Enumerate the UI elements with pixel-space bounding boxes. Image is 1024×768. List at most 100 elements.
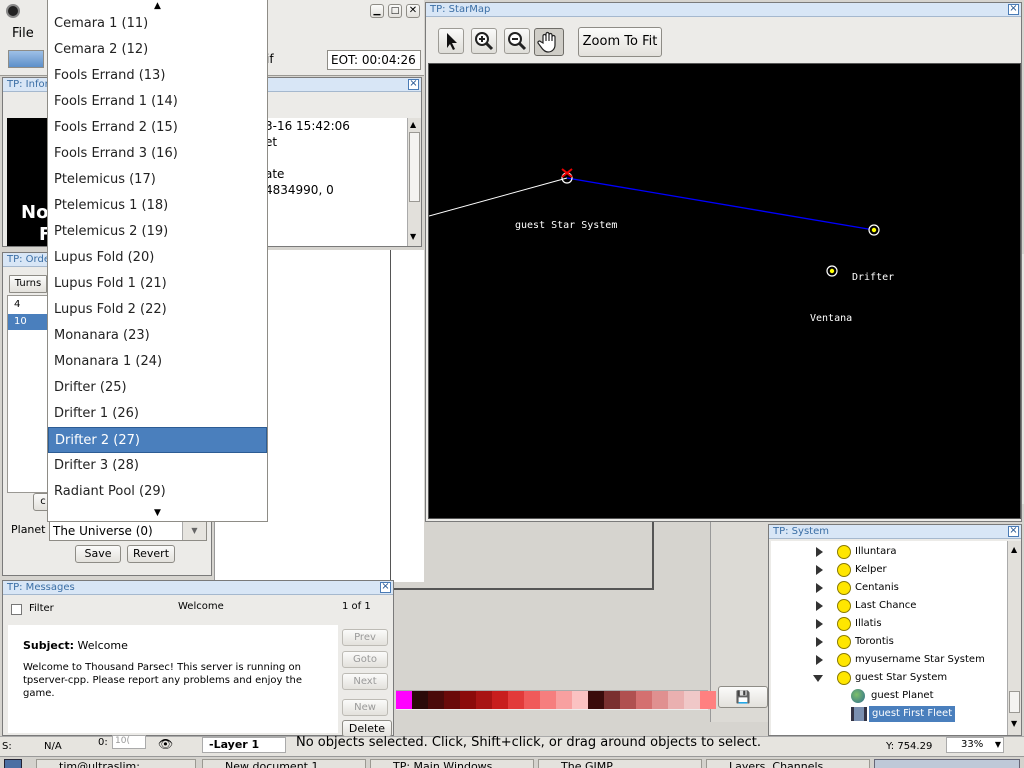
color-swatch[interactable]: [652, 691, 668, 709]
expander-closed-icon[interactable]: [816, 637, 823, 647]
color-swatch[interactable]: [476, 691, 492, 709]
file-menu[interactable]: File: [12, 26, 34, 41]
color-swatch[interactable]: [588, 691, 604, 709]
starmap-canvas[interactable]: guest Star System Drifter Ventana: [428, 63, 1021, 519]
dropdown-item[interactable]: Fools Errand 3 (16): [54, 146, 178, 161]
zoom-combo[interactable]: 33% ▼: [946, 737, 1004, 753]
close-icon[interactable]: ×: [380, 581, 391, 593]
color-palette[interactable]: [396, 690, 716, 710]
dropdown-item[interactable]: Ptelemicus 2 (19): [54, 224, 169, 239]
pointer-tool[interactable]: [438, 28, 464, 54]
show-desktop-icon[interactable]: [4, 759, 22, 768]
color-swatch[interactable]: [412, 691, 428, 709]
zoom-out-tool[interactable]: [504, 28, 530, 54]
taskbar-item[interactable]: New document 1: [202, 759, 366, 768]
new-button[interactable]: New: [342, 699, 388, 716]
scroll-down-icon[interactable]: ▼: [410, 232, 417, 241]
dropdown-item[interactable]: Drifter 3 (28): [54, 458, 139, 473]
system-tree[interactable]: Illuntara Kelper Centanis Last Chance Illati…: [771, 541, 1007, 735]
pan-tool[interactable]: [534, 28, 564, 56]
expander-closed-icon[interactable]: [816, 583, 823, 593]
close-icon[interactable]: ×: [1008, 525, 1019, 537]
workspace-switcher[interactable]: [874, 759, 1020, 768]
tree-item[interactable]: Torontis: [771, 633, 1007, 651]
dropdown-item[interactable]: Ptelemicus 1 (18): [54, 198, 169, 213]
taskbar-item[interactable]: The GIMP: [538, 759, 702, 768]
planet-combo[interactable]: The Universe (0) ▼: [49, 521, 207, 541]
color-swatch[interactable]: [508, 691, 524, 709]
tree-item[interactable]: Illatis: [771, 615, 1007, 633]
chevron-down-icon[interactable]: ▼: [994, 740, 1001, 749]
minimize-button[interactable]: ▁: [370, 4, 384, 18]
tree-child-item[interactable]: guest First Fleet: [771, 705, 1007, 723]
revert-button[interactable]: Revert: [127, 545, 175, 563]
scroll-down-icon[interactable]: ▼: [1011, 719, 1018, 728]
tree-item[interactable]: Centanis: [771, 579, 1007, 597]
dropdown-item[interactable]: Fools Errand 1 (14): [54, 94, 178, 109]
turns-header[interactable]: Turns: [9, 275, 47, 293]
tree-item[interactable]: guest Star System: [771, 669, 1007, 687]
prev-button[interactable]: Prev: [342, 629, 388, 646]
delete-button[interactable]: Delete: [342, 720, 392, 737]
dropdown-item[interactable]: Cemara 2 (12): [54, 42, 149, 57]
expander-closed-icon[interactable]: [816, 601, 823, 611]
scroll-up-icon[interactable]: ▲: [1011, 545, 1018, 554]
save-button[interactable]: Save: [75, 545, 121, 563]
save-icon[interactable]: 💾: [718, 686, 768, 708]
color-swatch[interactable]: [396, 691, 412, 709]
color-swatch[interactable]: [636, 691, 652, 709]
dropdown-item[interactable]: Cemara 1 (11): [54, 16, 149, 31]
status-percent-box[interactable]: 10(: [112, 735, 146, 749]
color-swatch[interactable]: [684, 691, 700, 709]
list-item-selected[interactable]: 10: [8, 314, 52, 330]
filter-checkbox[interactable]: [11, 604, 22, 615]
color-swatch[interactable]: [524, 691, 540, 709]
taskbar-item[interactable]: TP: Main Windows: [370, 759, 534, 768]
tree-item[interactable]: myusername Star System: [771, 651, 1007, 669]
taskbar-item[interactable]: tim@ultraslim:: [36, 759, 196, 768]
dropdown-item[interactable]: Radiant Pool (29): [54, 484, 166, 499]
color-swatch[interactable]: [540, 691, 556, 709]
color-swatch[interactable]: [444, 691, 460, 709]
close-icon[interactable]: ×: [408, 78, 419, 90]
dropdown-item[interactable]: Fools Errand 2 (15): [54, 120, 178, 135]
color-swatch[interactable]: [492, 691, 508, 709]
color-swatch[interactable]: [604, 691, 620, 709]
maximize-button[interactable]: □: [388, 4, 402, 18]
scroll-up-arrow-icon[interactable]: ▲: [154, 1, 161, 11]
scroll-thumb[interactable]: [1009, 691, 1020, 713]
planet-dropdown-popup[interactable]: ▲ Cemara 1 (11) Cemara 2 (12) Fools Errand…: [47, 0, 268, 522]
tree-child-item[interactable]: guest Planet: [771, 687, 1007, 705]
zoom-in-tool[interactable]: [471, 28, 497, 54]
color-swatch[interactable]: [700, 691, 716, 709]
dropdown-item-selected[interactable]: Drifter 2 (27): [48, 427, 267, 453]
zoom-to-fit-button[interactable]: Zoom To Fit: [578, 27, 662, 57]
close-icon[interactable]: ×: [1008, 3, 1019, 15]
dropdown-item[interactable]: Monanara 1 (24): [54, 354, 163, 369]
dropdown-item[interactable]: Fools Errand (13): [54, 68, 166, 83]
toolbar-button[interactable]: [8, 50, 44, 68]
tree-item[interactable]: Illuntara: [771, 543, 1007, 561]
dropdown-item[interactable]: Lupus Fold 1 (21): [54, 276, 167, 291]
system-scrollbar[interactable]: ▲ ▼: [1007, 541, 1021, 735]
expander-closed-icon[interactable]: [816, 565, 823, 575]
expander-closed-icon[interactable]: [816, 655, 823, 665]
info-scrollbar[interactable]: ▲ ▼: [407, 118, 421, 246]
next-button[interactable]: Next: [342, 673, 388, 690]
color-swatch[interactable]: [572, 691, 588, 709]
dropdown-item[interactable]: Lupus Fold (20): [54, 250, 155, 265]
color-swatch[interactable]: [668, 691, 684, 709]
expander-closed-icon[interactable]: [816, 547, 823, 557]
close-button[interactable]: ✕: [406, 4, 420, 18]
orders-list[interactable]: 4 10: [7, 295, 53, 493]
scroll-up-icon[interactable]: ▲: [410, 120, 417, 129]
expander-open-icon[interactable]: [813, 675, 823, 682]
tree-item[interactable]: Kelper: [771, 561, 1007, 579]
expander-closed-icon[interactable]: [816, 619, 823, 629]
eye-icon[interactable]: 👁: [158, 737, 174, 751]
color-swatch[interactable]: [556, 691, 572, 709]
layer-combo[interactable]: -Layer 1: [202, 737, 286, 753]
color-swatch[interactable]: [460, 691, 476, 709]
tree-item[interactable]: Last Chance: [771, 597, 1007, 615]
dropdown-item[interactable]: Lupus Fold 2 (22): [54, 302, 167, 317]
